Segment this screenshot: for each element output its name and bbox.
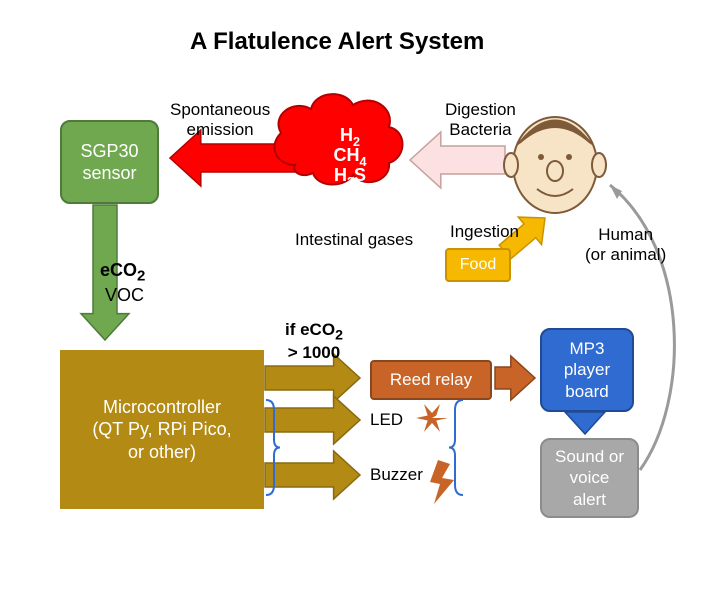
spontaneous-label: Spontaneousemission (170, 100, 270, 140)
mcu-to-led (265, 396, 360, 444)
sensor-node: SGP30sensor (60, 120, 159, 204)
human-label: Human(or animal) (585, 225, 666, 265)
condition-label: if eCO2> 1000 (285, 320, 343, 363)
mp3-to-alert (565, 412, 605, 434)
eco2-label: eCO2 (100, 260, 145, 285)
reed-to-mp3 (495, 356, 535, 400)
reed-label: Reed relay (390, 369, 472, 390)
voc-label: VOC (105, 285, 144, 306)
bolt-icon (430, 460, 454, 504)
food-label: Food (460, 255, 496, 275)
led-icon (416, 404, 448, 432)
diagram-stage: H2CH4H2S A Flatulence Alert System SGP30… (0, 0, 715, 595)
digestion-label: DigestionBacteria (445, 100, 516, 140)
alert-to-human-head (610, 185, 622, 199)
human-face (513, 117, 597, 213)
diagram-title: A Flatulence Alert System (190, 28, 484, 56)
sensor-label: SGP30sensor (80, 140, 138, 185)
mcu-to-buzz (265, 451, 360, 499)
mcu-node: Microcontroller(QT Py, RPi Pico,or other… (60, 350, 264, 509)
alert-node: Sound orvoicealert (540, 438, 639, 518)
mp3-label: MP3playerboard (564, 338, 610, 402)
face-to-cloud (410, 132, 505, 188)
buzzer-label: Buzzer (370, 465, 423, 485)
mcu-label: Microcontroller(QT Py, RPi Pico,or other… (92, 396, 231, 464)
ingestion-label: Ingestion (450, 222, 519, 242)
mp3-node: MP3playerboard (540, 328, 634, 412)
led-label: LED (370, 410, 403, 430)
food-node: Food (445, 248, 511, 282)
intestinal-gases-label: Intestinal gases (295, 230, 413, 250)
reed-node: Reed relay (370, 360, 492, 400)
alert-label: Sound orvoicealert (555, 446, 624, 510)
